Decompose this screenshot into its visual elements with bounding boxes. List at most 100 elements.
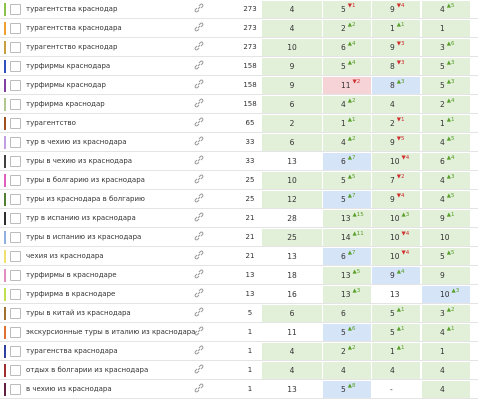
link-icon[interactable] [194,98,204,110]
table-row: туры в болгарию из краснодара 25 10 5 ▲5 7 ▼2 4… [0,171,478,190]
table-row: турфирма краснодар 158 6 4 ▲2 4 2 ▲4 [0,95,478,114]
arrow: ▲ [401,212,406,218]
position-change: ▲7 [348,250,356,256]
checkbox[interactable] [10,308,21,319]
color-marker [4,41,6,54]
checkbox[interactable] [10,118,21,129]
checkbox[interactable] [10,137,21,148]
link-icon[interactable] [194,269,204,281]
link-icon[interactable] [194,345,204,357]
keyword: турфирма краснодар [26,100,105,108]
checkbox[interactable] [10,4,21,15]
color-marker [4,174,6,187]
checkbox[interactable] [10,327,21,338]
frequency: 273 [243,24,257,32]
link-icon[interactable] [194,250,204,262]
checkbox[interactable] [10,270,21,281]
arrow: ▲ [396,345,402,351]
arrow: ▲ [352,231,357,237]
position-cell: 6 ▲7 [323,153,371,170]
position-cell: 6 [262,305,322,322]
checkbox[interactable] [10,80,21,91]
position: 4 [440,176,445,185]
position-cell: 5 ▲5 [323,172,371,189]
position-cell: 1 ▲1 [372,20,420,37]
arrow: ▲ [446,250,452,256]
checkbox[interactable] [10,232,21,243]
table-row: тур в чехию из краснодара 33 6 4 ▲2 9 ▼5 4 ▲5 [0,133,478,152]
frequency: 33 [245,157,255,165]
keyword: туры в болгарию из краснодара [26,176,145,184]
link-icon[interactable] [194,307,204,319]
keyword: туры из краснодара в болгарию [26,195,145,203]
link-icon[interactable] [194,231,204,243]
position: 1 [390,347,395,356]
arrow: ▲ [347,250,353,256]
table-row: туры в чехию из краснодара 33 13 6 ▲7 10 ▼4 6 ▲4 [0,152,478,171]
change-value: 7 [352,155,356,161]
position-cell: 4 [422,381,470,398]
position-change: ▲4 [447,155,455,161]
checkbox[interactable] [10,23,21,34]
checkbox[interactable] [10,346,21,357]
color-marker [4,212,6,225]
position-change: ▲3 [402,212,410,218]
position: 9 [390,195,395,204]
link-icon[interactable] [194,193,204,205]
checkbox[interactable] [10,213,21,224]
arrow: ▲ [446,98,452,104]
position-change: ▲6 [348,326,356,332]
arrow: ▲ [446,60,452,66]
arrow: ▼ [401,250,406,256]
frequency: 1 [247,347,253,355]
link-icon[interactable] [194,174,204,186]
frequency: 21 [245,214,255,222]
position: 7 [390,176,395,185]
position: 13 [287,252,297,261]
change-value: 2 [352,22,356,28]
link-icon[interactable] [194,79,204,91]
link-icon[interactable] [194,288,204,300]
checkbox[interactable] [10,289,21,300]
link-icon[interactable] [194,364,204,376]
checkbox[interactable] [10,61,21,72]
checkbox[interactable] [10,156,21,167]
link-icon[interactable] [194,117,204,129]
position: 9 [390,5,395,14]
link-icon[interactable] [194,60,204,72]
link-icon[interactable] [194,3,204,15]
checkbox[interactable] [10,194,21,205]
arrow: ▲ [446,326,452,332]
change-value: 3 [455,288,460,294]
link-icon[interactable] [194,383,204,395]
checkbox[interactable] [10,42,21,53]
position-cell: 9 [262,58,322,75]
link-icon[interactable] [194,212,204,224]
color-marker [4,364,6,377]
position-cell: 4 ▲5 [422,191,470,208]
position-change: ▲1 [447,326,455,332]
position-cell: 1 [422,20,470,37]
arrow: ▼ [396,136,402,142]
link-icon[interactable] [194,22,204,34]
link-icon[interactable] [194,136,204,148]
checkbox[interactable] [10,365,21,376]
checkbox[interactable] [10,99,21,110]
link-icon[interactable] [194,41,204,53]
position: 5 [390,328,395,337]
checkbox[interactable] [10,175,21,186]
position-cell: 10 ▲3 [372,210,420,227]
position: 4 [341,100,346,109]
position: 10 [440,290,450,299]
link-icon[interactable] [194,326,204,338]
arrow: ▼ [401,155,406,161]
table-row: турагентство краснодар 273 10 6 ▲4 9 ▼3 3 ▲6 [0,38,478,57]
position-cell: 5 ▼1 [323,1,371,18]
link-icon[interactable] [194,155,204,167]
position-cell: 5 ▲7 [323,191,371,208]
position-change: ▲8 [348,383,356,389]
position-cell: 5 ▲4 [323,58,371,75]
checkbox[interactable] [10,251,21,262]
checkbox[interactable] [10,384,21,395]
